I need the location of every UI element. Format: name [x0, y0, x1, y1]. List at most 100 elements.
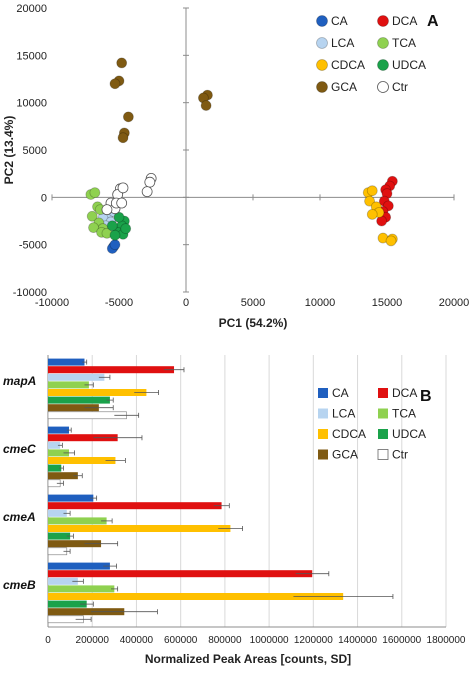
bar-mapA-cdca — [48, 389, 147, 396]
scatter-point-ctr — [116, 197, 128, 209]
pca-scatter-chart: -10000 -5000 0 5000 10000 15000 20000 -10000 -50… — [2, 3, 470, 330]
legend-label-tca: TCA — [392, 36, 416, 50]
legend-marker-ca — [318, 388, 328, 398]
scatter-point-gca — [122, 111, 134, 123]
bar-cmeA-udca — [48, 532, 71, 540]
panel-label-a: A — [427, 13, 439, 30]
legend-marker-dca — [378, 388, 388, 398]
x-tick-label: 0 — [45, 635, 51, 646]
bar-mapA-udca — [48, 396, 110, 404]
bar-cmeB-dca — [48, 570, 313, 578]
legend-marker-lca — [318, 408, 328, 419]
scatter-point-tca — [89, 187, 101, 199]
scatter-point-gca — [117, 132, 129, 144]
bar-mapA-lca — [48, 373, 105, 381]
x-axis-title: Normalized Peak Areas [counts, SD] — [145, 652, 351, 666]
x-tick-label: 10000 — [305, 297, 336, 309]
bar-cmeB-tca — [48, 585, 115, 593]
bar-cmeC-tca — [48, 449, 70, 457]
legend-label-gca: GCA — [331, 80, 357, 94]
legend-marker-udca — [378, 429, 388, 439]
category-label-cmeC: cmeC — [3, 442, 36, 456]
scatter-point-ctr — [117, 182, 129, 194]
scatter-point-tca — [88, 222, 99, 234]
legend-label-tca: TCA — [392, 407, 416, 421]
legend-marker-ca — [316, 15, 328, 27]
category-label-cmeB: cmeB — [3, 578, 36, 592]
scatter-point-cdca — [385, 235, 397, 247]
legend-marker-gca — [316, 81, 328, 93]
legend-label-lca: LCA — [331, 36, 354, 50]
scatter-point-udca — [120, 223, 132, 234]
x-tick-label: 20000 — [439, 297, 470, 309]
legend-label-udca: UDCA — [392, 58, 426, 72]
bar-mapA-tca — [48, 381, 89, 389]
y-tick-label: -10000 — [13, 287, 47, 299]
x-tick-label: 1200000 — [294, 635, 333, 646]
legend-marker-tca — [378, 408, 388, 419]
bar-cmeA-cdca — [48, 525, 231, 532]
x-tick-label: -5000 — [105, 297, 133, 309]
bar-mapA-ca — [48, 358, 85, 366]
x-tick-label: 200000 — [76, 635, 110, 646]
peak-area-bar-chart: 0 200000 400000 600000 800000 1000000 1200000 1… — [3, 355, 466, 666]
legend-marker-ctr — [377, 449, 389, 460]
y-tick-label: 20000 — [16, 3, 47, 15]
bar-cmeA-ca — [48, 494, 94, 502]
bar-cmeB-cdca — [48, 593, 344, 600]
legend-marker-cdca — [318, 429, 328, 439]
legend-marker-lca — [316, 37, 328, 49]
bar-cmeC-udca — [48, 464, 62, 472]
x-tick-label: 1800000 — [427, 635, 466, 646]
bar-mapA-gca — [48, 404, 99, 412]
x-tick-label: 1400000 — [338, 635, 377, 646]
y-tick-label: -5000 — [19, 240, 47, 252]
bar-cmeA-gca — [48, 540, 102, 548]
scatter-point-ctr — [101, 204, 113, 216]
bar-cmeA-lca — [48, 509, 67, 517]
legend-marker-ctr — [377, 81, 389, 93]
scatter-point-udca — [109, 229, 121, 241]
x-tick-label: 600000 — [164, 635, 198, 646]
legend-label-cdca: CDCA — [331, 58, 365, 72]
scatter-point-gca — [109, 78, 121, 90]
x-tick-label: 15000 — [372, 297, 403, 309]
panel-label-b: B — [420, 388, 432, 405]
scatter-point-ctr — [144, 176, 156, 188]
legend-marker-dca — [377, 15, 389, 27]
legend-label-lca: LCA — [332, 407, 355, 421]
bar-cmeC-dca — [48, 434, 118, 442]
legend-label-dca: DCA — [392, 386, 417, 400]
legend-marker-udca — [377, 59, 389, 71]
legend-label-dca: DCA — [392, 14, 417, 28]
scatter-point-tca — [86, 210, 98, 222]
bar-cmeC-ca — [48, 426, 70, 434]
bar-cmeC-cdca — [48, 457, 116, 464]
scatter-point-ca — [109, 239, 121, 251]
x-tick-label: 1000000 — [250, 635, 289, 646]
legend-label-ca: CA — [332, 386, 349, 400]
scatter-point-cdca — [366, 208, 378, 220]
x-axis-title: PC1 (54.2%) — [219, 316, 288, 330]
scatter-point-gca — [200, 100, 212, 111]
bar-cmeB-gca — [48, 608, 125, 616]
y-tick-label: 0 — [41, 192, 47, 204]
legend-label-udca: UDCA — [392, 427, 426, 441]
category-label-cmeA: cmeA — [3, 510, 36, 524]
legend-marker-gca — [318, 449, 328, 460]
scatter-point-udca — [106, 220, 118, 232]
scatter-point-ctr — [141, 186, 153, 198]
legend-label-ca: CA — [331, 14, 348, 28]
legend-label-cdca: CDCA — [332, 427, 366, 441]
legend-marker-cdca — [316, 59, 328, 71]
bar-cmeA-tca — [48, 517, 107, 525]
bar-cmeC-lca — [48, 441, 61, 449]
x-tick-label: 5000 — [241, 297, 265, 309]
scatter-point-cdca — [366, 185, 378, 197]
x-tick-label: -10000 — [35, 297, 69, 309]
legend-label-ctr: Ctr — [392, 448, 408, 462]
x-tick-label: 400000 — [120, 635, 154, 646]
category-label-mapA: mapA — [3, 374, 36, 388]
scatter-point-gca — [116, 57, 128, 69]
